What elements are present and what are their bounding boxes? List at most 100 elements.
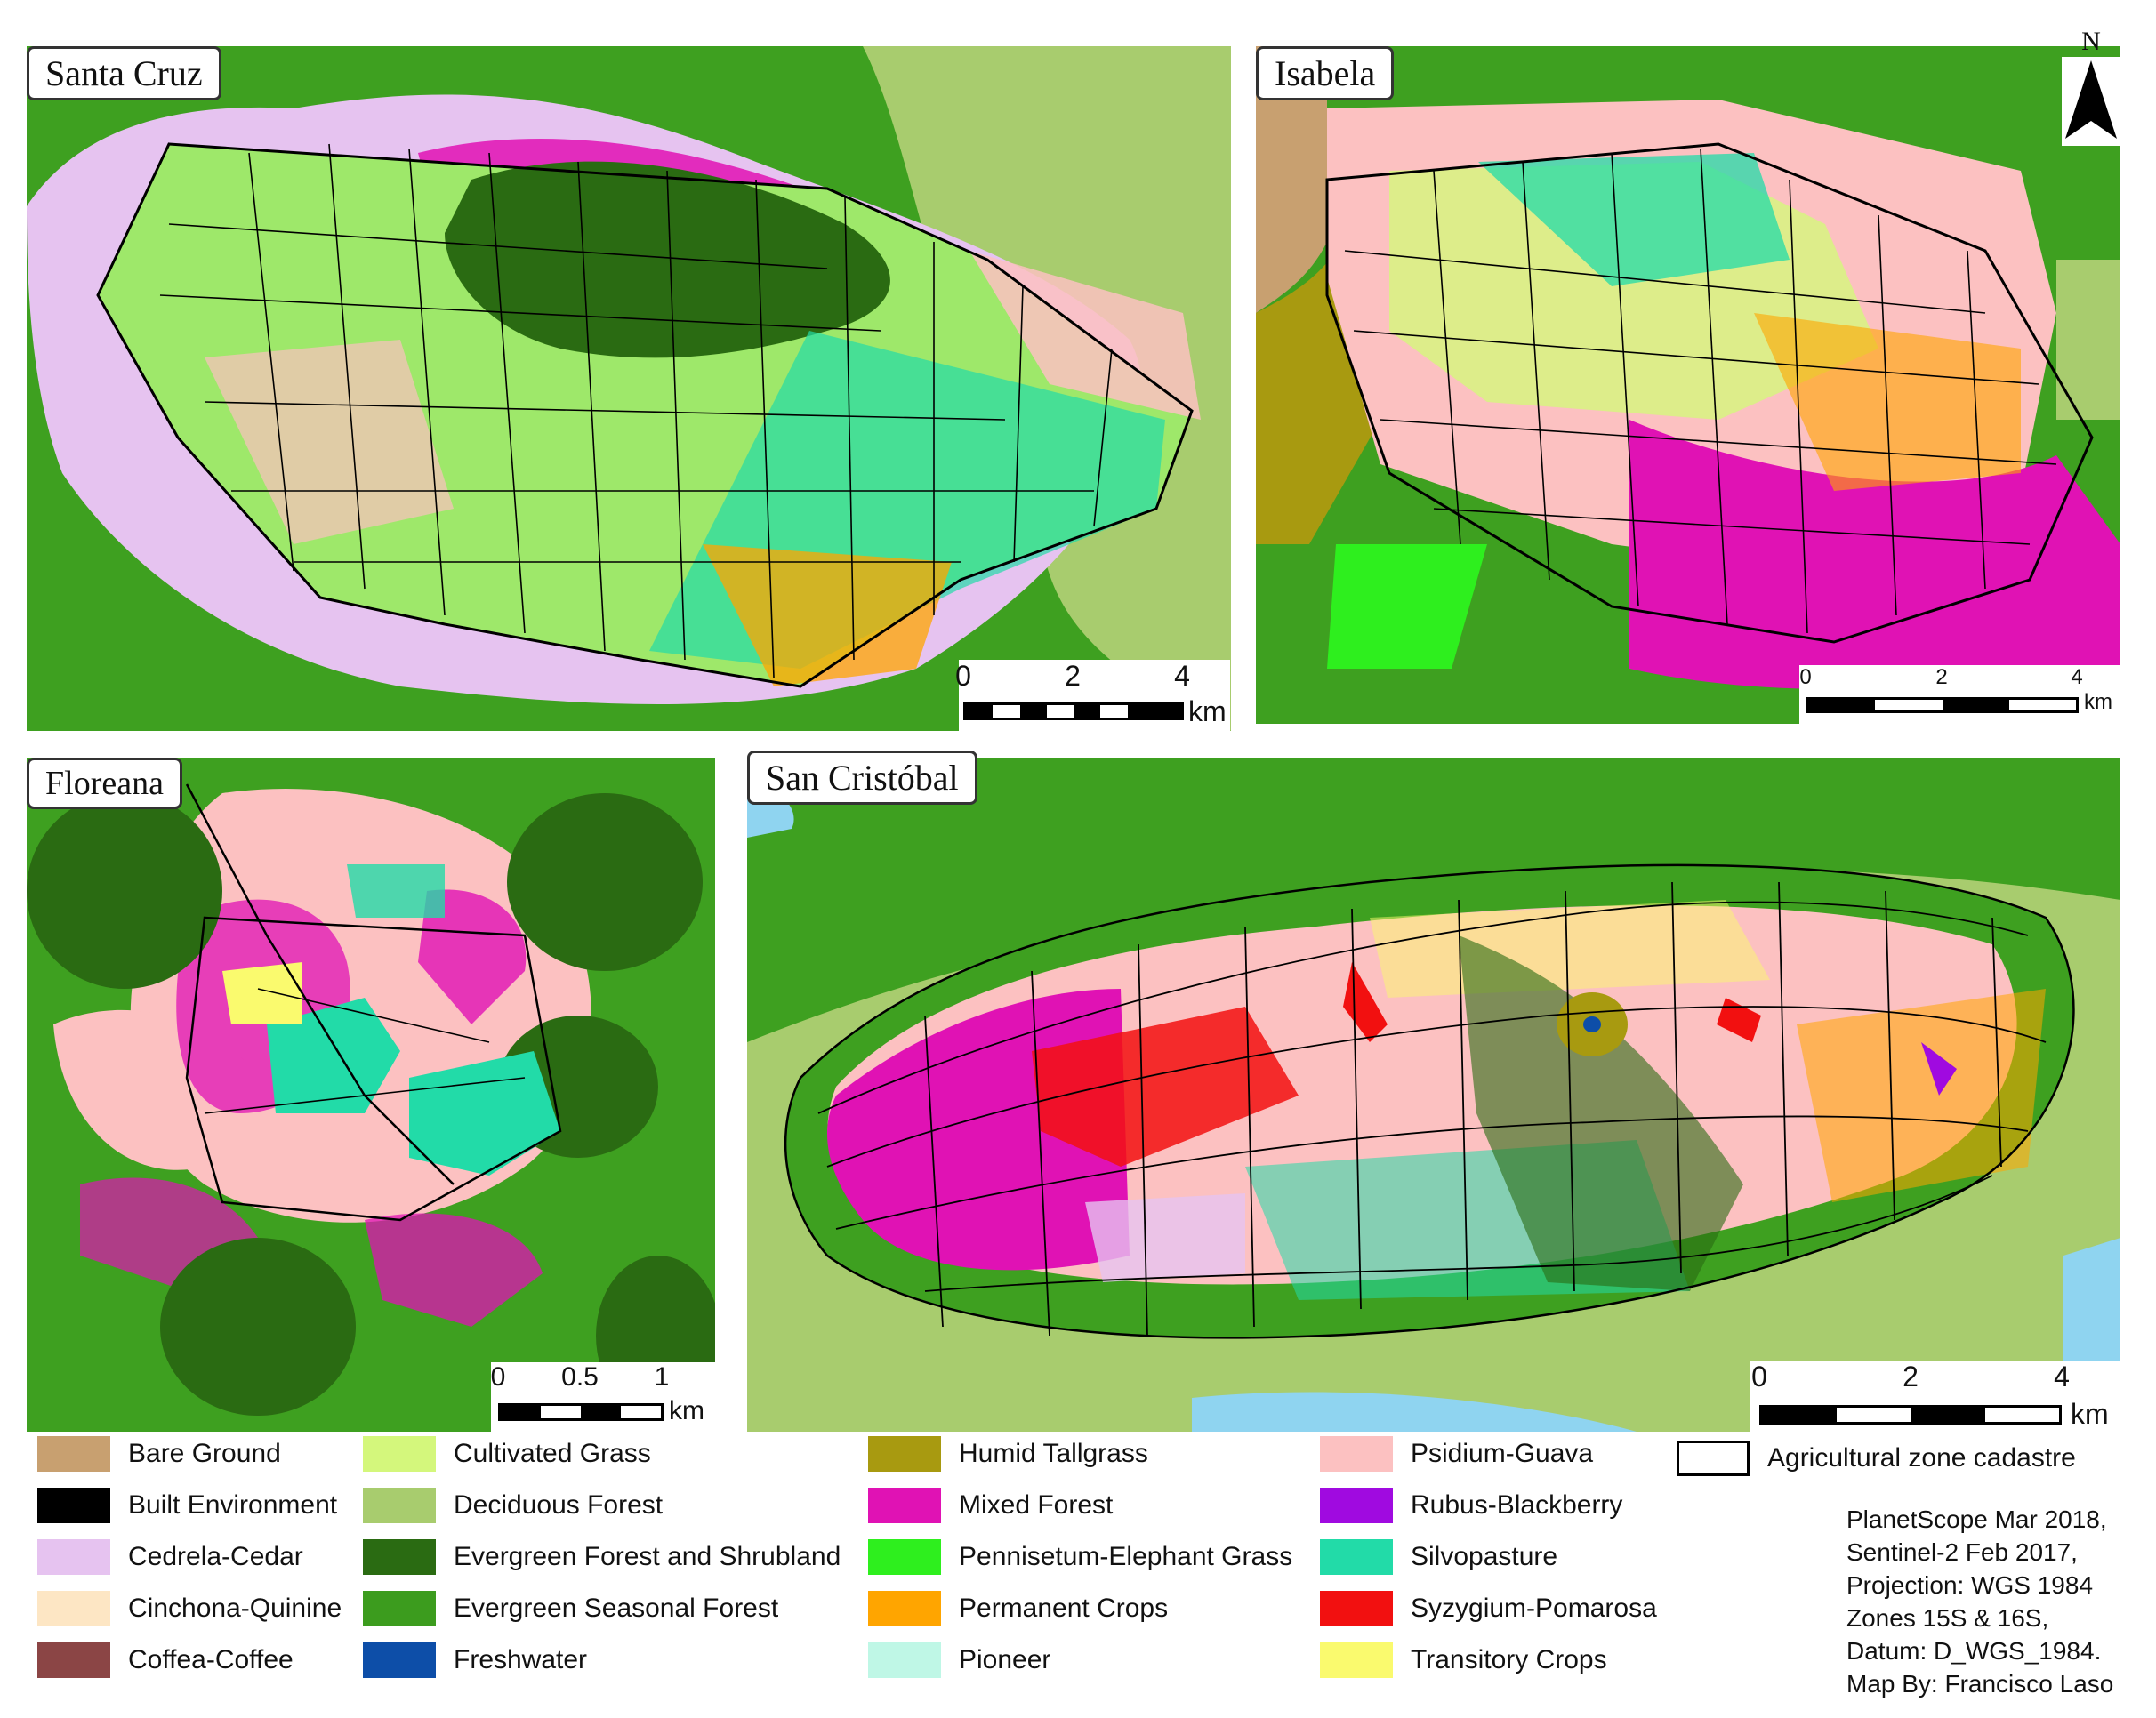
legend-label: Coffea-Coffee [128, 1645, 294, 1674]
legend-label: Cultivated Grass [454, 1439, 651, 1468]
legend-swatch [1320, 1436, 1393, 1472]
legend-swatch [363, 1539, 436, 1575]
legend-item: Bare Ground [37, 1433, 281, 1474]
legend-label: Silvopasture [1411, 1542, 1558, 1571]
legend-swatch [1320, 1642, 1393, 1678]
scale-unit: km [2084, 690, 2112, 714]
legend-label: Bare Ground [128, 1439, 281, 1468]
legend-swatch [363, 1488, 436, 1523]
legend-item: Cultivated Grass [363, 1433, 651, 1474]
north-label: N [2081, 27, 2101, 56]
legend-item: Pioneer [868, 1640, 1050, 1681]
isabela-landcover [1256, 46, 2120, 724]
scale-unit: km [669, 1396, 704, 1425]
scale-unit: km [2071, 1398, 2109, 1430]
legend: Bare Ground Built Environment Cedrela-Ce… [27, 1433, 2135, 1700]
scale-bar-isabela: 0 2 4 km [1799, 665, 2121, 724]
panel-label-santa-cruz: Santa Cruz [27, 46, 221, 100]
scale-bar-santa-cruz: 0 2 4 km [955, 660, 1230, 731]
legend-item: Built Environment [37, 1485, 337, 1526]
legend-label: Syzygium-Pomarosa [1411, 1594, 1657, 1623]
legend-item: Deciduous Forest [363, 1485, 663, 1526]
legend-swatch [363, 1642, 436, 1678]
credit-line: PlanetScope Mar 2018, [1846, 1505, 2107, 1533]
legend-item-cadastre: Agricultural zone cadastre [1677, 1441, 2076, 1476]
legend-label: Cedrela-Cedar [128, 1542, 303, 1571]
legend-swatch [1320, 1591, 1393, 1626]
legend-label: Evergreen Seasonal Forest [454, 1594, 779, 1623]
legend-swatch [363, 1436, 436, 1472]
legend-label: Humid Tallgrass [959, 1439, 1148, 1468]
legend-item: Pennisetum-Elephant Grass [868, 1537, 1292, 1578]
legend-label: Cinchona-Quinine [128, 1594, 342, 1623]
legend-item: Psidium-Guava [1320, 1433, 1593, 1474]
legend-swatch [37, 1488, 110, 1523]
santa-cruz-landcover [27, 46, 1231, 731]
legend-swatch [868, 1642, 941, 1678]
legend-swatch [37, 1436, 110, 1472]
legend-swatch [868, 1488, 941, 1523]
north-arrow-icon [2062, 57, 2120, 146]
legend-item: Cedrela-Cedar [37, 1537, 303, 1578]
scale-tick: 1 [654, 1362, 670, 1392]
legend-swatch [363, 1591, 436, 1626]
credit-line: Map By: Francisco Laso [1846, 1670, 2114, 1698]
legend-item: Cinchona-Quinine [37, 1588, 342, 1629]
san-cristobal-map [747, 758, 2120, 1432]
legend-item: Evergreen Forest and Shrubland [363, 1537, 841, 1578]
credit-line: Projection: WGS 1984 [1846, 1571, 2094, 1599]
scale-tick: 4 [1174, 660, 1190, 692]
legend-label: Agricultural zone cadastre [1767, 1443, 2076, 1473]
legend-swatch [37, 1591, 110, 1626]
legend-label: Pennisetum-Elephant Grass [959, 1542, 1293, 1571]
legend-item: Silvopasture [1320, 1537, 1557, 1578]
scale-tick: 0 [490, 1362, 506, 1392]
scale-tick: 0 [1799, 665, 1812, 689]
legend-label: Transitory Crops [1411, 1645, 1607, 1674]
panel-label-isabela: Isabela [1256, 46, 1395, 100]
legend-item: Coffea-Coffee [37, 1640, 294, 1681]
legend-swatch [1320, 1488, 1393, 1523]
map-credits: PlanetScope Mar 2018, Sentinel-2 Feb 201… [1846, 1503, 2113, 1700]
legend-item: Rubus-Blackberry [1320, 1485, 1622, 1526]
legend-item: Evergreen Seasonal Forest [363, 1588, 778, 1629]
santa-cruz-map [27, 46, 1231, 731]
isabela-map [1256, 46, 2120, 724]
scale-tick: 0 [1751, 1361, 1767, 1393]
legend-swatch [1320, 1539, 1393, 1575]
floreana-landcover [27, 758, 715, 1432]
credit-line: Zones 15S & 16S, [1846, 1604, 2049, 1632]
legend-swatch [868, 1539, 941, 1575]
legend-item: Freshwater [363, 1640, 587, 1681]
legend-swatch [37, 1642, 110, 1678]
legend-label: Rubus-Blackberry [1411, 1490, 1623, 1520]
legend-item: Transitory Crops [1320, 1640, 1607, 1681]
credit-line: Datum: D_WGS_1984. [1846, 1637, 2102, 1665]
legend-label: Permanent Crops [959, 1594, 1169, 1623]
floreana-map [27, 758, 715, 1432]
legend-label: Evergreen Forest and Shrubland [454, 1542, 841, 1571]
scale-tick: 2 [1903, 1361, 1919, 1393]
scale-tick: 4 [2071, 665, 2083, 689]
panel-label-floreana: Floreana [27, 758, 182, 809]
panel-label-san-cristobal: San Cristóbal [747, 751, 977, 805]
scale-tick: 0 [955, 660, 971, 692]
scale-bar-san-cristobal: 0 2 4 km [1750, 1361, 2120, 1432]
legend-item: Mixed Forest [868, 1485, 1113, 1526]
legend-label: Psidium-Guava [1411, 1439, 1594, 1468]
scale-bar-floreana: 0 0.5 1 km [491, 1362, 715, 1432]
legend-item: Humid Tallgrass [868, 1433, 1148, 1474]
scale-tick: 0.5 [561, 1362, 599, 1392]
scale-tick: 2 [1065, 660, 1081, 692]
legend-item: Permanent Crops [868, 1588, 1168, 1629]
legend-label: Built Environment [128, 1490, 338, 1520]
legend-swatch [868, 1591, 941, 1626]
scale-tick: 4 [2054, 1361, 2070, 1393]
scale-unit: km [1188, 695, 1227, 727]
cadastre-outline-swatch [1677, 1441, 1750, 1476]
legend-swatch [868, 1436, 941, 1472]
north-arrow: N [2062, 27, 2120, 146]
credit-line: Sentinel-2 Feb 2017, [1846, 1538, 2078, 1566]
scale-tick: 2 [1935, 665, 1948, 689]
san-cristobal-landcover [747, 758, 2120, 1432]
